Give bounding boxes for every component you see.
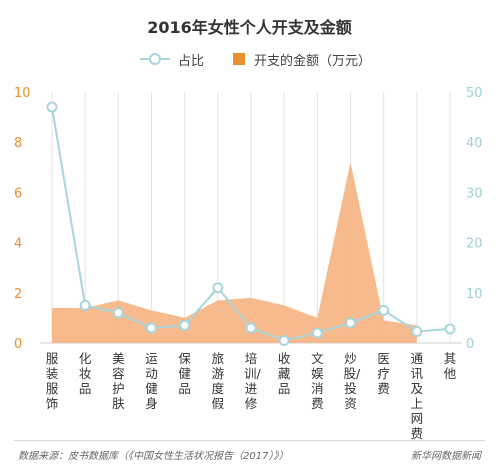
y-right-tick-label: 50	[466, 86, 483, 101]
x-tick-label: 培训/进修	[244, 351, 261, 411]
x-tick-label: 运动健身	[145, 351, 158, 411]
y-left-tick-label: 10	[14, 86, 31, 101]
x-tick-label: 文娱消费	[311, 351, 324, 411]
chart-title: 2016年女性个人开支及金额	[147, 18, 352, 37]
ratio-point	[112, 307, 124, 319]
ratio-point	[411, 325, 423, 337]
y-left-tick-label: 4	[14, 237, 22, 252]
source-note: 数据来源：皮书数据库（《中国女性生活状况报告（2017）》）	[18, 451, 289, 462]
y-right-tick-label: 40	[466, 136, 483, 151]
square-icon	[233, 53, 246, 65]
y-right-tick-label: 0	[466, 337, 474, 352]
legend-item-amount: 开支的金额（万元）	[232, 50, 371, 69]
ratio-point	[212, 282, 224, 294]
x-tick-label: 旅游度假	[211, 351, 225, 411]
x-tick-label: 其他	[443, 351, 457, 381]
y-left-tick-label: 6	[14, 186, 22, 201]
footer-divider	[14, 440, 485, 441]
amount-area	[52, 162, 417, 343]
ratio-point	[378, 304, 390, 316]
ratio-point	[79, 299, 91, 311]
legend-label-ratio: 占比	[178, 53, 205, 69]
x-tick-label: 通讯及上网费	[410, 351, 424, 441]
x-tick-label: 炒股/投资	[343, 351, 361, 411]
y-left-tick-label: 2	[14, 287, 22, 302]
ratio-point	[179, 319, 191, 331]
brand-credit: 新华网数据新闻	[411, 451, 481, 462]
y-left-tick-label: 8	[14, 136, 22, 151]
x-tick-label: 医疗费	[377, 351, 390, 396]
ratio-point	[311, 327, 323, 339]
ratio-point	[278, 334, 290, 346]
chart-legend: 占比 开支的金额（万元）	[140, 48, 399, 70]
line-circle-icon	[140, 53, 170, 65]
x-tick-label: 收藏品	[277, 351, 291, 396]
ratio-point	[345, 317, 356, 329]
ratio-point	[146, 322, 157, 334]
x-tick-label: 化妆品	[78, 351, 92, 396]
ratio-point	[46, 101, 58, 113]
x-tick-label: 服装服饰	[45, 351, 59, 411]
y-right-tick-label: 30	[466, 186, 483, 201]
legend-item-ratio: 占比	[140, 50, 204, 69]
legend-label-amount: 开支的金额（万元）	[254, 53, 372, 69]
y-right-tick-label: 20	[466, 237, 483, 252]
x-tick-label: 美容护肤	[112, 351, 125, 411]
y-right-tick-label: 10	[466, 287, 483, 302]
ratio-point	[444, 323, 456, 335]
x-tick-label: 保健品	[178, 351, 191, 396]
ratio-point	[245, 322, 257, 334]
y-left-tick-label: 0	[14, 337, 22, 352]
